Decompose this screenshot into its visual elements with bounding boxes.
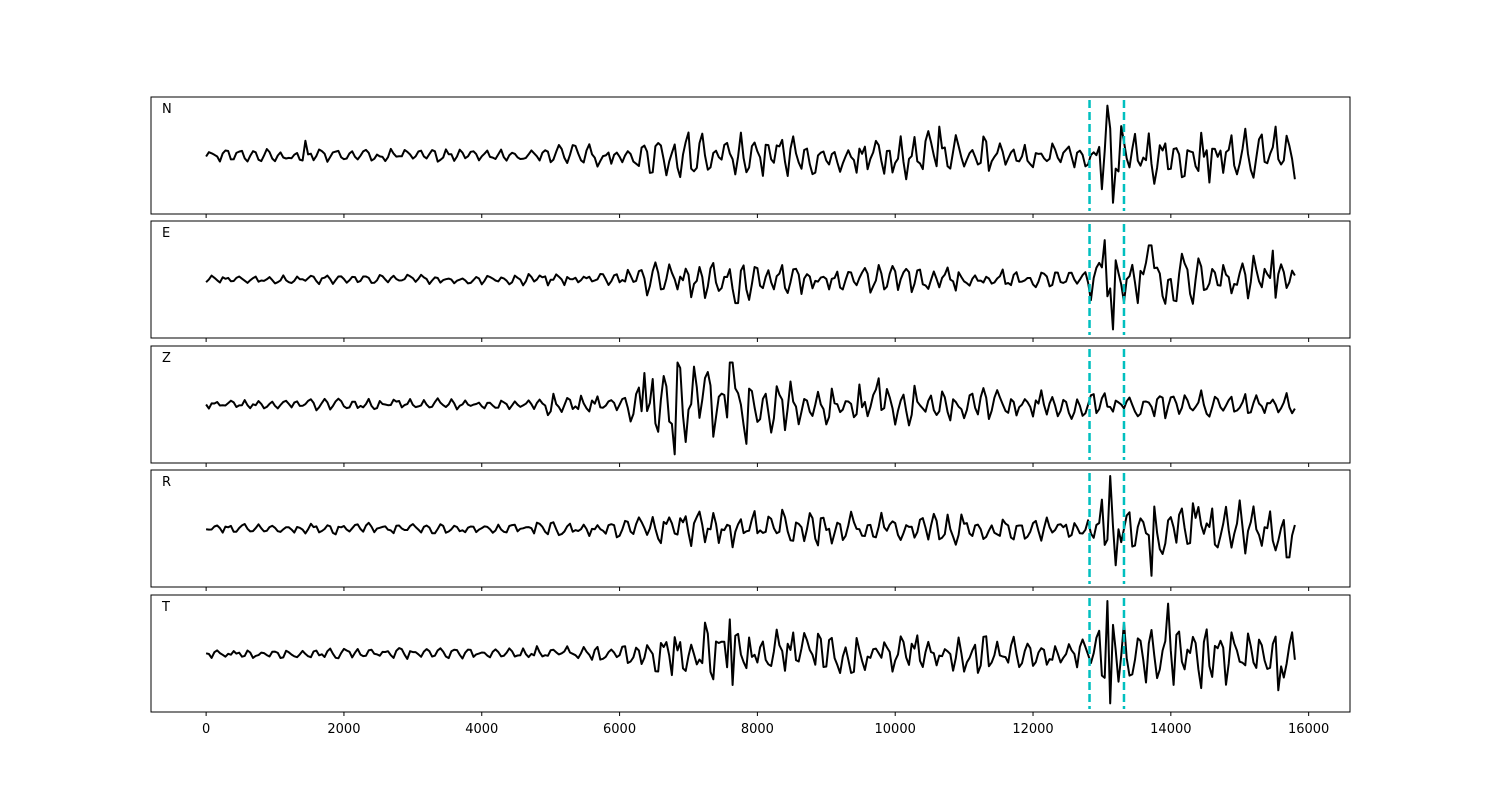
channel-label-e: E [162, 226, 170, 241]
panel-frame [150, 345, 1351, 464]
channel-panel-e: E [150, 220, 1351, 342]
x-axis: 0 2000 4000 6000 8000 10000 12000 14000 16000 [202, 722, 1329, 737]
panels-group: N E Z R T [150, 96, 1351, 716]
waveform-trace-r [205, 475, 1296, 577]
x-tick-label: 12000 [1012, 722, 1053, 737]
panel-frame [150, 96, 1351, 215]
channel-panel-z: Z [150, 345, 1351, 467]
x-tick-label: 10000 [875, 722, 916, 737]
x-tick-label: 2000 [327, 722, 360, 737]
x-tick-label: 14000 [1150, 722, 1191, 737]
panel-frame [150, 220, 1351, 339]
channel-panel-r: R [150, 469, 1351, 591]
waveform-trace-z [205, 361, 1296, 456]
x-tick-label: 8000 [741, 722, 774, 737]
channel-panel-t: T [150, 594, 1351, 716]
channel-label-n: N [162, 102, 172, 117]
waveform-trace-e [205, 239, 1296, 331]
channel-label-r: R [162, 475, 171, 490]
waveform-trace-n [205, 104, 1296, 204]
x-tick-label: 0 [202, 722, 210, 737]
x-tick-label: 6000 [603, 722, 636, 737]
panel-frame [150, 594, 1351, 713]
x-tick-label: 16000 [1288, 722, 1329, 737]
channel-panel-n: N [150, 96, 1351, 218]
panel-frame [150, 469, 1351, 588]
channel-label-t: T [161, 600, 170, 615]
x-tick-label: 4000 [465, 722, 498, 737]
waveform-trace-t [205, 600, 1296, 705]
channel-label-z: Z [162, 351, 171, 366]
